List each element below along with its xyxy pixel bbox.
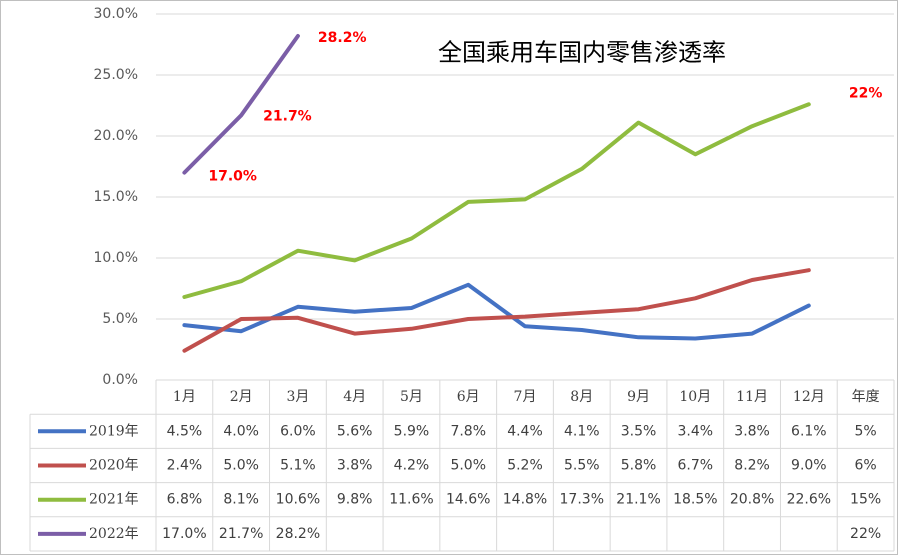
data-table-cell: 6.0% <box>280 423 316 439</box>
x-category-label: 12月 <box>793 389 825 405</box>
x-category-label: 6月 <box>457 389 480 405</box>
y-tick-label: 30.0% <box>94 6 138 22</box>
x-category-label: 7月 <box>514 389 537 405</box>
data-table-cell: 5.0% <box>223 458 259 474</box>
data-table-cell: 3.4% <box>678 423 714 439</box>
data-annotation: 28.2% <box>318 30 367 46</box>
data-table-cell: 5.8% <box>621 458 657 474</box>
data-table-cell: 4.4% <box>507 423 543 439</box>
y-tick-label: 25.0% <box>94 67 138 83</box>
data-table-cell: 8.1% <box>223 492 259 508</box>
data-table-cell: 9.0% <box>791 458 827 474</box>
data-table-cell: 3.8% <box>337 458 373 474</box>
x-category-label: 5月 <box>400 389 423 405</box>
data-table-cell: 21.7% <box>219 526 263 542</box>
data-table-cell: 22% <box>850 526 881 542</box>
data-table-cell: 6% <box>855 458 877 474</box>
data-table-cell: 6.7% <box>678 458 714 474</box>
data-annotation: 22% <box>849 86 883 102</box>
data-table-cell: 22.6% <box>787 492 831 508</box>
data-table-cell: 3.5% <box>621 423 657 439</box>
x-category-label: 8月 <box>570 389 593 405</box>
series-line-2022年 <box>182 34 300 175</box>
data-table-cell: 5% <box>855 423 877 439</box>
data-table-cell: 4.0% <box>223 423 259 439</box>
data-table-cell: 15% <box>850 492 881 508</box>
y-tick-label: 5.0% <box>102 311 138 327</box>
y-tick-label: 10.0% <box>94 250 138 266</box>
data-table-cell: 17.3% <box>560 492 604 508</box>
series-line-2020年 <box>182 268 811 353</box>
legend-label: 2019年 <box>89 423 139 439</box>
x-category-label: 10月 <box>679 389 711 405</box>
data-annotation: 21.7% <box>263 108 312 124</box>
data-table-cell: 20.8% <box>730 492 774 508</box>
data-table-cell: 8.2% <box>734 458 770 474</box>
x-category-label: 9月 <box>627 389 650 405</box>
x-category-label: 2月 <box>230 389 253 405</box>
data-table-cell: 17.0% <box>162 526 206 542</box>
x-category-label: 11月 <box>736 389 768 405</box>
y-tick-label: 15.0% <box>94 189 138 205</box>
x-category-label: 3月 <box>286 389 309 405</box>
data-table-cell: 5.1% <box>280 458 316 474</box>
data-table-cell: 2.4% <box>167 458 203 474</box>
data-table-cell: 11.6% <box>389 492 433 508</box>
data-table-cell: 5.5% <box>564 458 600 474</box>
data-annotation: 17.0% <box>208 169 257 185</box>
data-table-cell: 9.8% <box>337 492 373 508</box>
data-table-cell: 5.6% <box>337 423 373 439</box>
data-table-cell: 18.5% <box>673 492 717 508</box>
data-table-cell: 10.6% <box>276 492 320 508</box>
y-tick-label: 20.0% <box>94 128 138 144</box>
data-table-cell: 5.0% <box>450 458 486 474</box>
x-category-label: 1月 <box>173 389 196 405</box>
data-table-cell: 21.1% <box>616 492 660 508</box>
data-table-cell: 5.9% <box>394 423 430 439</box>
data-table-cell: 14.6% <box>446 492 490 508</box>
data-table-cell: 4.1% <box>564 423 600 439</box>
data-table-cell: 6.8% <box>167 492 203 508</box>
x-category-label: 4月 <box>343 389 366 405</box>
data-table-cell: 7.8% <box>450 423 486 439</box>
y-tick-label: 0.0% <box>102 372 138 388</box>
series-line-2019年 <box>182 282 811 341</box>
legend-label: 2022年 <box>89 526 139 542</box>
chart-title: 全国乘用车国内零售渗透率 <box>438 39 726 67</box>
series-line-2021年 <box>182 102 811 299</box>
data-table-cell: 14.8% <box>503 492 547 508</box>
data-table-cell: 28.2% <box>276 526 320 542</box>
data-table-cell: 4.5% <box>167 423 203 439</box>
x-category-label: 年度 <box>852 389 880 405</box>
data-table-cell: 4.2% <box>394 458 430 474</box>
data-table-cell: 6.1% <box>791 423 827 439</box>
legend-label: 2020年 <box>89 458 139 474</box>
data-table-cell: 3.8% <box>734 423 770 439</box>
data-table-cell: 5.2% <box>507 458 543 474</box>
legend-label: 2021年 <box>89 492 139 508</box>
